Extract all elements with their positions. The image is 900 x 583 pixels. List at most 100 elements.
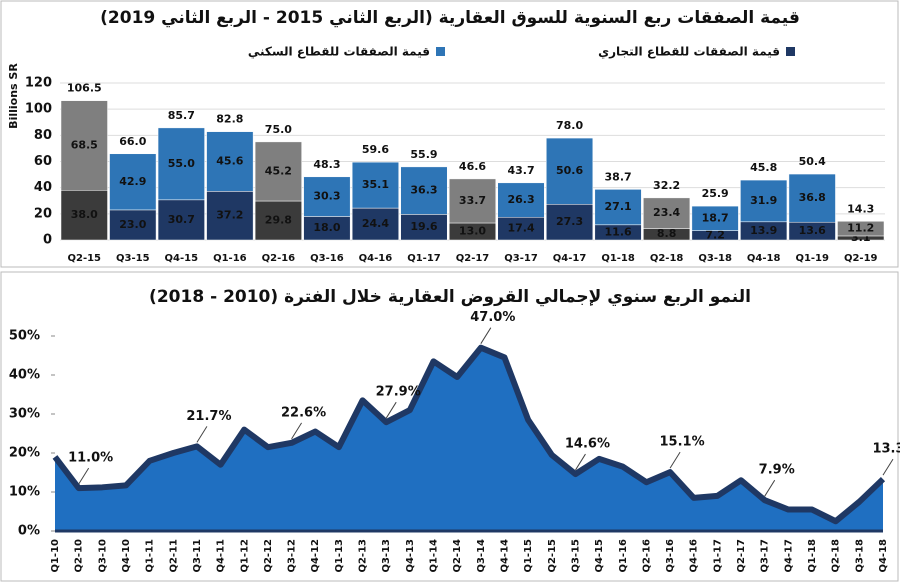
area [55,347,883,531]
bar-segment [109,153,157,211]
value-label: 15.1% [660,435,705,450]
value-label: 33.7 [459,194,486,207]
value-label: 37.2 [216,209,243,222]
value-label: 11.0% [68,451,113,466]
x-tick-label: Q1-18 [601,253,635,264]
value-label: 13.3% [872,442,900,457]
value-label: 7.2 [705,228,725,241]
total-label: 66.0 [119,135,146,148]
y-axis-label: Billions SR [7,63,20,129]
x-tick-label: Q1-17 [407,253,441,264]
total-label: 43.7 [507,164,534,177]
y-tick-label: 100 [25,102,52,117]
y-tick-label: 0 [43,233,52,248]
value-label: 21.7% [186,409,231,424]
bar-segment [60,190,108,241]
y-tick-label: 50% [9,329,40,344]
bar-segment [400,166,448,215]
total-label: 106.5 [67,82,102,95]
x-tick-label: Q1-12 [239,539,250,573]
value-label: 19.6 [410,220,437,233]
bar-segment [206,131,254,192]
x-tick-label: Q3-16 [665,539,676,573]
x-tick-label: Q2-16 [641,539,652,573]
x-tick-label: Q2-14 [452,539,463,573]
total-label: 45.8 [750,161,777,174]
x-tick-label: Q2-18 [650,253,684,264]
x-tick-label: Q4-12 [310,539,321,573]
x-tick-label: Q4-15 [594,539,605,573]
total-label: 82.8 [216,113,243,126]
value-label: 8.8 [657,227,677,240]
value-label: 31.9 [750,194,777,207]
value-label: 23.0 [119,218,146,231]
bar-segment [497,182,545,218]
x-tick-label: Q3-15 [570,539,581,573]
value-label: 14.6% [565,437,610,452]
x-tick-label: Q4-16 [359,253,393,264]
x-tick-label: Q3-16 [310,253,344,264]
x-tick-label: Q3-15 [116,253,150,264]
value-label: 13.6 [799,224,826,237]
value-label: 50.6 [556,164,583,177]
x-tick-label: Q4-18 [878,539,889,573]
value-label: 68.5 [71,138,98,151]
x-tick-label: Q1-15 [523,539,534,573]
value-label: 23.4 [653,206,680,219]
x-tick-label: Q3-13 [381,539,392,573]
chart-title: النمو الربع سنوي لإجمالي القروض العقارية… [149,287,751,307]
bar-segment [157,199,205,241]
total-label: 50.4 [799,155,826,168]
total-label: 59.6 [362,143,389,156]
total-label: 75.0 [265,123,292,136]
bar-segment [157,127,205,201]
annotation-arrow [882,458,894,476]
x-tick-label: Q2-16 [262,253,296,264]
value-label: 45.6 [216,155,243,168]
annotation-arrow [669,451,681,469]
x-tick-label: Q4-18 [747,253,781,264]
value-label: 17.4 [507,222,534,235]
x-tick-label: Q4-14 [499,539,510,573]
bar-segment [400,214,448,241]
value-label: 45.2 [265,164,292,177]
x-tick-label: Q4-15 [165,253,199,264]
bar-segment [740,179,788,223]
x-tick-label: Q1-18 [807,539,818,573]
bar-segment [546,137,594,205]
chart-title: قيمة الصفقات ربع السنوية للسوق العقارية … [100,8,800,28]
legend-swatch [436,47,445,56]
bar-segment [837,221,885,237]
bar-segment [109,209,157,241]
x-tick-label: Q2-17 [736,539,747,573]
bar-segment [691,205,739,231]
x-tick-label: Q1-11 [145,539,156,573]
total-label: 46.6 [459,160,486,173]
value-label: 11.6 [605,225,632,238]
value-label: 24.4 [362,217,389,230]
x-tick-label: Q3-17 [760,539,771,573]
bar-segment [546,204,594,241]
annotation-arrow [196,426,208,443]
x-tick-label: Q3-12 [287,539,298,573]
x-tick-label: Q3-18 [698,253,732,264]
value-label: 27.1 [605,200,632,213]
x-tick-label: Q4-10 [121,539,132,573]
total-label: 38.7 [605,170,632,183]
x-tick-label: Q4-17 [783,539,794,573]
x-tick-label: Q1-16 [213,253,247,264]
y-tick-label: 0% [18,524,40,539]
value-label: 22.6% [281,405,326,420]
annotation-arrow [575,453,586,471]
total-label: 25.9 [702,187,729,200]
total-label: 85.7 [168,109,195,122]
x-tick-label: Q1-10 [50,539,61,573]
bar-segment [643,197,691,229]
x-tick-label: Q1-19 [795,253,829,264]
value-label: 27.3 [556,215,583,228]
x-tick-label: Q1-14 [429,539,440,573]
x-tick-label: Q2-17 [456,253,490,264]
annotation-arrow [480,327,492,344]
x-tick-label: Q4-13 [405,539,416,573]
